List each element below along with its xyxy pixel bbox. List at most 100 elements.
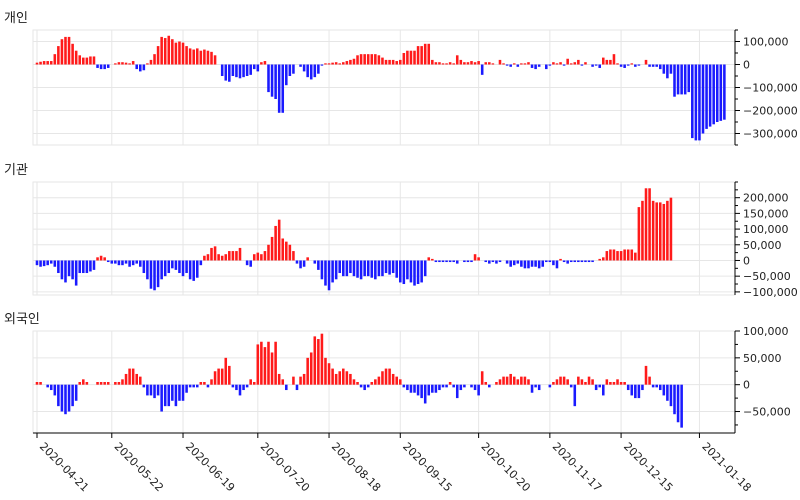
- bar: [381, 371, 384, 385]
- bar: [160, 384, 163, 412]
- bar: [260, 62, 263, 65]
- bar: [705, 64, 708, 129]
- bar: [602, 57, 605, 65]
- x-tick-label: 2020-06-19: [183, 440, 237, 494]
- bar: [388, 59, 391, 65]
- bar: [452, 63, 455, 65]
- bar: [121, 260, 124, 266]
- bar: [174, 384, 178, 407]
- bar: [516, 64, 520, 67]
- bar: [559, 376, 562, 385]
- bar: [338, 260, 342, 274]
- bar: [352, 58, 356, 65]
- bar: [160, 260, 163, 280]
- bar: [455, 384, 459, 399]
- bar: [82, 57, 85, 65]
- bar: [491, 260, 495, 263]
- bar: [277, 219, 281, 261]
- bar: [609, 382, 612, 385]
- bar: [106, 382, 110, 385]
- bar: [641, 200, 644, 261]
- bar: [509, 373, 512, 385]
- bar: [96, 257, 99, 261]
- bar: [648, 376, 651, 385]
- x-tick-label: 2020-10-20: [479, 440, 533, 494]
- x-tick-label: 2020-11-17: [550, 440, 604, 494]
- bar: [327, 63, 331, 65]
- bar: [569, 384, 573, 388]
- bar: [658, 384, 662, 391]
- x-tick-label: 2020-05-22: [112, 440, 166, 494]
- bar: [106, 64, 110, 68]
- bar: [484, 260, 488, 263]
- bar: [537, 64, 541, 67]
- bar: [477, 257, 480, 261]
- bar: [431, 384, 434, 393]
- bar: [249, 260, 252, 267]
- bar: [292, 376, 295, 385]
- bar: [146, 384, 149, 396]
- bar: [406, 384, 409, 391]
- bar: [324, 260, 327, 286]
- bar: [188, 384, 192, 388]
- bar: [302, 260, 306, 267]
- bar: [431, 59, 434, 65]
- bar: [74, 50, 78, 65]
- bar: [252, 254, 256, 261]
- bar: [103, 382, 106, 385]
- bar: [648, 64, 651, 67]
- bar: [235, 251, 238, 261]
- bar: [49, 61, 53, 65]
- bar: [185, 260, 188, 274]
- bar: [135, 373, 138, 385]
- bar: [178, 41, 181, 65]
- bar: [46, 61, 49, 65]
- bar: [577, 260, 580, 263]
- bar: [117, 382, 121, 385]
- bar: [245, 260, 249, 266]
- bar: [320, 64, 324, 66]
- bar: [448, 62, 452, 65]
- bar: [192, 49, 195, 65]
- bar: [242, 64, 245, 78]
- bar: [206, 254, 210, 261]
- bar: [85, 382, 89, 385]
- bar: [534, 384, 537, 388]
- bar: [480, 64, 484, 75]
- bar: [577, 59, 580, 65]
- bar: [423, 260, 427, 277]
- bar: [548, 260, 552, 263]
- bar: [562, 376, 566, 385]
- bar: [306, 357, 309, 385]
- bar: [342, 368, 345, 385]
- bar: [498, 59, 502, 65]
- bar: [488, 62, 491, 65]
- bar: [398, 260, 402, 283]
- bar: [124, 62, 128, 65]
- bar: [99, 64, 103, 70]
- bar: [420, 46, 423, 65]
- bar: [402, 384, 406, 388]
- bar: [366, 54, 370, 65]
- bar: [637, 207, 641, 261]
- bar: [149, 260, 153, 289]
- bar: [238, 247, 242, 261]
- bar: [213, 55, 217, 65]
- bar: [666, 384, 669, 401]
- bar: [530, 260, 534, 267]
- bar: [199, 382, 203, 385]
- bar: [445, 384, 448, 388]
- x-tick-label: 2020-08-18: [329, 440, 383, 494]
- bar: [345, 371, 349, 385]
- bar: [327, 363, 331, 385]
- bar: [409, 260, 413, 283]
- bar: [156, 384, 160, 396]
- bar: [651, 200, 655, 261]
- bar: [644, 59, 648, 65]
- bar: [470, 61, 473, 65]
- y-tick-label: −100,000: [743, 82, 798, 95]
- bar: [416, 384, 420, 396]
- bar: [502, 376, 505, 385]
- bar: [181, 42, 185, 65]
- bar: [527, 379, 530, 385]
